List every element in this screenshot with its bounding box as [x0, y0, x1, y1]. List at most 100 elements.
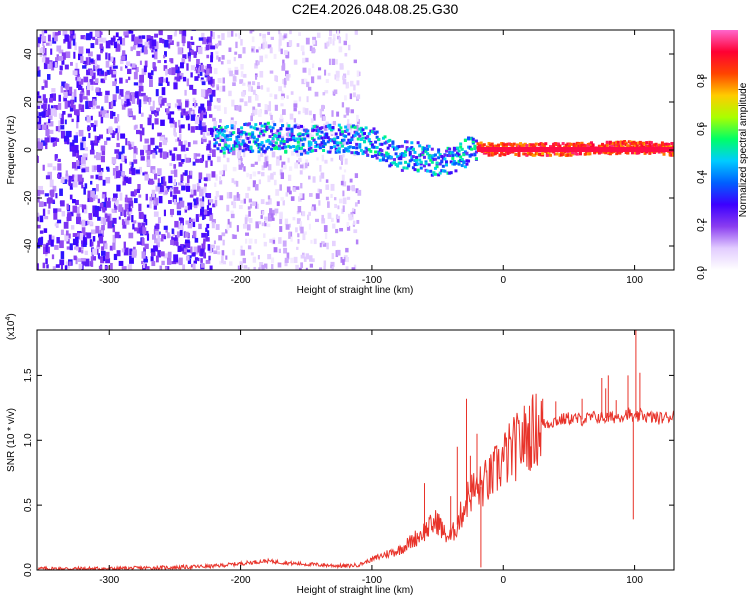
heatmap-cell [653, 143, 657, 147]
heatmap-cell [221, 170, 225, 177]
heatmap-cell [221, 138, 225, 142]
heatmap-cell [413, 163, 417, 167]
heatmap-cell [187, 110, 191, 115]
heatmap-cell [108, 53, 111, 61]
heatmap-cell [402, 166, 406, 170]
heatmap-cell [314, 124, 318, 128]
heatmap-cell [433, 166, 437, 170]
x-tick-label: -300 [99, 575, 119, 586]
heatmap-cell [235, 180, 239, 187]
heatmap-cell [448, 154, 452, 158]
heatmap-cell [637, 141, 641, 145]
heatmap-cell [274, 104, 278, 111]
heatmap-cell [180, 247, 184, 251]
heatmap-cell [493, 152, 497, 156]
heatmap-cell [104, 71, 108, 77]
heatmap-cell [271, 137, 275, 141]
heatmap-cell [219, 176, 222, 181]
heatmap-cell [278, 44, 281, 52]
heatmap-cell [667, 142, 671, 146]
heatmap-cell [346, 222, 350, 228]
heatmap-cell [262, 150, 266, 154]
heatmap-cell [246, 136, 250, 140]
heatmap-cell [407, 164, 411, 168]
heatmap-cell [216, 130, 220, 134]
heatmap-cell [586, 144, 590, 148]
heatmap-cell [268, 216, 272, 222]
heatmap-cell [95, 30, 100, 38]
heatmap-cell [223, 125, 228, 133]
heatmap-cell [383, 135, 387, 139]
heatmap-cell [213, 144, 217, 148]
heatmap-cell [259, 142, 263, 146]
heatmap-cell [341, 102, 345, 108]
heatmap-cell [110, 101, 114, 109]
heatmap-cell [242, 82, 246, 86]
heatmap-cell [588, 152, 592, 156]
heatmap-cell [130, 46, 133, 52]
heatmap-cell [108, 102, 113, 109]
heatmap-cell [451, 150, 455, 154]
heatmap-cell [328, 123, 332, 127]
heatmap-cell [77, 174, 83, 182]
heatmap-cell [330, 157, 334, 162]
heatmap-cell [299, 221, 303, 228]
heatmap-cell [154, 41, 159, 49]
heatmap-cell [355, 188, 359, 194]
heatmap-cell [229, 134, 233, 138]
heatmap-cell [318, 143, 322, 147]
heatmap-cell [142, 266, 146, 270]
heatmap-cell [326, 124, 330, 128]
heatmap-cell [366, 134, 370, 138]
heatmap-cell [88, 213, 93, 220]
heatmap-cell [649, 141, 653, 145]
heatmap-cell [71, 162, 77, 169]
heatmap-cell [162, 181, 167, 186]
heatmap-cell [93, 155, 97, 159]
heatmap-cell [399, 161, 403, 165]
heatmap-cell [57, 163, 62, 171]
heatmap-cell [304, 108, 309, 115]
heatmap-cell [64, 34, 69, 42]
heatmap-cell [448, 150, 452, 154]
heatmap-cell [331, 266, 334, 270]
heatmap-cell [254, 127, 258, 131]
heatmap-cell [123, 103, 129, 107]
heatmap-cell [207, 100, 212, 106]
heatmap-cell [389, 155, 393, 159]
heatmap-cell [161, 176, 164, 184]
heatmap-cell [239, 261, 243, 269]
heatmap-cell [624, 151, 628, 155]
heatmap-cell [278, 32, 282, 40]
heatmap-cell [243, 151, 246, 158]
heatmap-cell [205, 227, 208, 232]
heatmap-cell [418, 153, 422, 157]
heatmap-cell [296, 210, 300, 215]
heatmap-cell [385, 154, 389, 158]
heatmap-cell [307, 147, 311, 151]
heatmap-cell [104, 73, 107, 81]
heatmap-cell [83, 36, 88, 40]
heatmap-cell [214, 134, 218, 138]
heatmap-cell [465, 151, 469, 155]
heatmap-cell [39, 190, 45, 195]
heatmap-cell [200, 128, 203, 135]
heatmap-cell [139, 124, 143, 129]
heatmap-cell [205, 237, 210, 242]
heatmap-cell [397, 157, 401, 161]
heatmap-cell [185, 255, 190, 261]
heatmap-cell [345, 33, 348, 41]
heatmap-cell [582, 143, 586, 147]
heatmap-cell [75, 216, 80, 224]
heatmap-cell [108, 127, 113, 134]
heatmap-cell [170, 58, 174, 64]
colorbar-ticks: 0.00.20.40.60.8 [696, 74, 707, 280]
heatmap-cell [264, 54, 268, 59]
heatmap-cell [317, 145, 321, 149]
heatmap-cell [274, 75, 277, 82]
heatmap-cell [84, 62, 87, 67]
heatmap-cell [100, 155, 105, 163]
heatmap-cell [141, 260, 145, 265]
heatmap-cell [656, 144, 660, 148]
heatmap-cell [131, 63, 136, 68]
